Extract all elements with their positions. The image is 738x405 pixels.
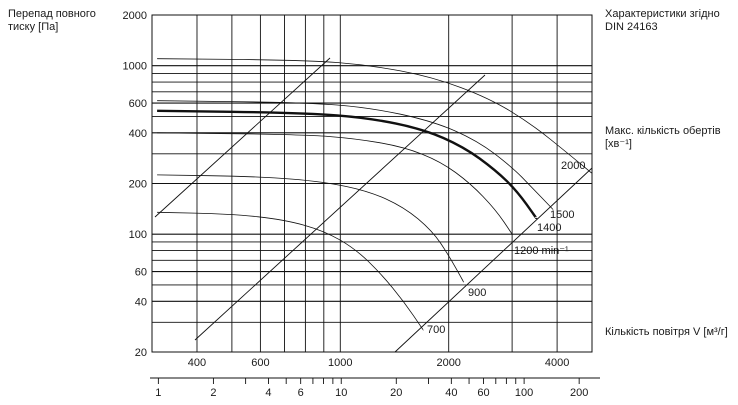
system-line [154,57,331,218]
system-line [194,74,486,341]
x-tick-label: 4000 [545,357,569,369]
secondary-tick-label: 60 [477,387,489,399]
x-tick-label: 400 [188,357,206,369]
y-tick-label: 2000 [123,10,147,22]
y-tick-label: 100 [129,229,147,241]
y-tick-label: 20 [135,347,147,359]
secondary-tick-label: 1 [155,387,161,399]
y-tick-label: 40 [135,296,147,308]
y-axis-title: Перепад повного тиску [Па] [8,8,96,33]
system-line [394,167,593,353]
secondary-tick-label: 2 [210,387,216,399]
grid [151,14,593,353]
y-tick-labels: 20 40 60 100 200 400 600 1000 2000 [123,10,147,359]
secondary-tick-label: 20 [390,387,402,399]
secondary-tick-label: 6 [298,387,304,399]
secondary-tick-label: 200 [570,387,588,399]
secondary-x-axis: 1 2 4 6 10 20 40 60 100 200 [150,377,600,399]
plot-frame [151,14,593,353]
x-tick-label: 1000 [328,357,352,369]
fan-curve-900 [157,174,465,283]
fan-curves [157,58,593,331]
fan-curve-1400 [157,109,538,220]
fan-curve-1500 [157,100,554,210]
fan-curve-2000 [157,58,593,174]
system-lines [154,57,593,353]
speed-label: 900 [468,287,486,299]
max-speed-label: Макс. кількість обертів [хв⁻¹] [605,125,721,150]
x-axis-title: Кількість повітря V [м³/г] [605,326,728,338]
secondary-tick-label: 4 [265,387,271,399]
fan-curve-1200 [157,132,513,235]
speed-label: 1400 [537,222,561,234]
x-tick-labels: 400 600 1000 2000 4000 [188,357,570,369]
y-tick-label: 600 [129,98,147,110]
speed-label: 1200 min⁻¹ [514,245,569,257]
chart-title: Характеристики згідно DIN 24163 [605,8,720,33]
y-tick-label: 1000 [123,61,147,73]
speed-label: 2000 [561,160,585,172]
y-tick-label: 60 [135,267,147,279]
secondary-tick-label: 100 [515,387,533,399]
y-tick-label: 400 [129,128,147,140]
secondary-tick-label: 10 [335,387,347,399]
secondary-tick-label: 40 [445,387,457,399]
speed-label: 700 [427,324,445,336]
y-tick-label: 200 [129,179,147,191]
fan-curve-700 [157,211,424,331]
x-tick-label: 600 [251,357,269,369]
x-tick-label: 2000 [436,357,460,369]
speed-label: 1500 [550,209,574,221]
